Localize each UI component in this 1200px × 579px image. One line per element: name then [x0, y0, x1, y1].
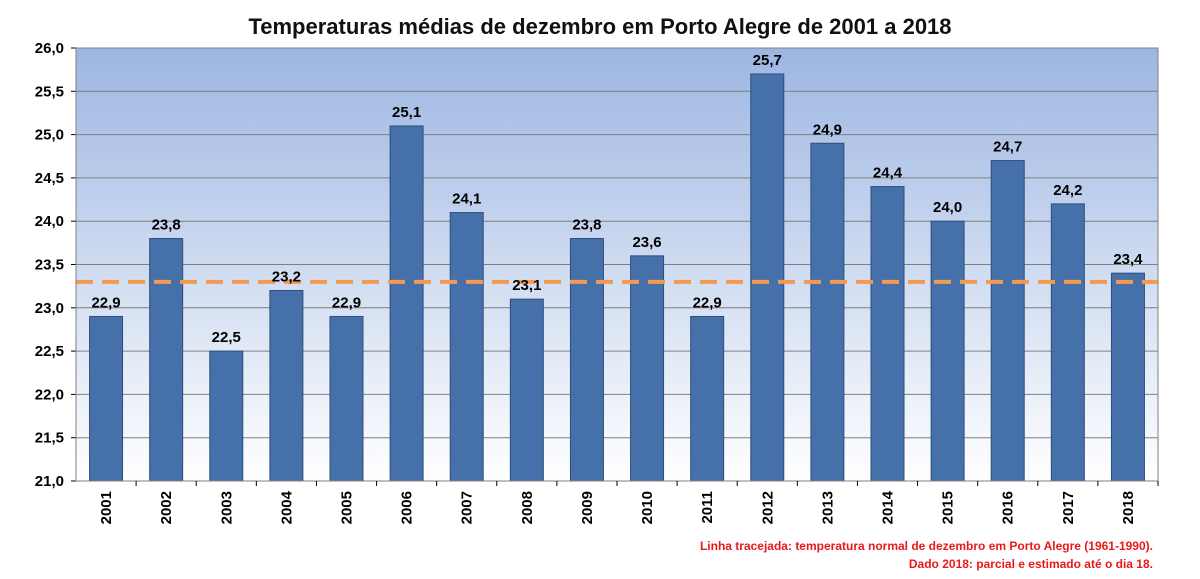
data-label: 24,7 — [993, 139, 1022, 156]
x-tick-label: 2005 — [339, 491, 356, 524]
data-label: 22,9 — [91, 294, 120, 311]
footnotes: Linha tracejada: temperatura normal de d… — [700, 539, 1153, 571]
y-tick-label: 24,5 — [35, 170, 64, 187]
x-tick-label: 2018 — [1120, 491, 1137, 524]
y-tick-label: 23,5 — [35, 257, 64, 274]
data-label: 22,5 — [212, 329, 241, 346]
x-tick-label: 2001 — [98, 491, 115, 524]
data-label: 22,9 — [693, 294, 722, 311]
data-label: 23,2 — [272, 268, 301, 285]
bar — [449, 212, 484, 482]
bar — [269, 289, 304, 482]
chart-title: Temperaturas médias de dezembro em Porto… — [248, 14, 951, 39]
x-tick-label: 2016 — [1000, 491, 1017, 524]
y-tick-label: 26,0 — [35, 40, 64, 57]
data-label: 24,4 — [873, 165, 903, 182]
y-tick-label: 21,5 — [35, 430, 64, 447]
bar — [329, 315, 364, 482]
x-tick-label: 2004 — [278, 490, 295, 524]
bars — [89, 73, 1145, 482]
bar — [509, 298, 544, 482]
data-label: 23,1 — [512, 277, 541, 294]
x-tick-label: 2012 — [759, 491, 776, 524]
x-tick-label: 2011 — [699, 491, 716, 524]
y-tick-label: 25,5 — [35, 83, 64, 100]
bar — [89, 315, 124, 482]
data-label: 25,1 — [392, 104, 421, 121]
y-tick-label: 24,0 — [35, 213, 64, 230]
x-tick-label: 2007 — [459, 491, 476, 524]
x-tick-label: 2002 — [158, 491, 175, 524]
data-label: 24,1 — [452, 191, 481, 208]
x-tick-label: 2003 — [218, 491, 235, 524]
bar — [750, 73, 785, 482]
y-tick-label: 22,5 — [35, 343, 64, 360]
bar — [149, 238, 184, 482]
x-tick-label: 2015 — [940, 491, 957, 524]
data-label: 25,7 — [753, 52, 782, 69]
data-label: 24,9 — [813, 121, 842, 138]
bar — [870, 186, 905, 482]
data-label: 24,2 — [1053, 182, 1082, 199]
bar — [690, 315, 725, 482]
bar — [990, 160, 1025, 482]
data-label: 24,0 — [933, 199, 962, 216]
x-tick-label: 2014 — [880, 490, 897, 524]
bar — [389, 125, 424, 482]
data-label: 23,4 — [1113, 251, 1143, 268]
bar — [930, 220, 965, 482]
x-tick-label: 2013 — [819, 491, 836, 524]
axes: 21,0 21,5 22,0 22,5 23,0 23,5 24,0 24,5 25,0 25,5… — [35, 40, 1159, 524]
y-tick-label: 23,0 — [35, 300, 64, 317]
x-tick-label: 2009 — [579, 491, 596, 524]
y-tick-label: 22,0 — [35, 386, 64, 403]
x-tick-label: 2008 — [519, 491, 536, 524]
footnote-2018-partial: Dado 2018: parcial e estimado até o dia … — [909, 557, 1153, 571]
bar — [1050, 203, 1085, 482]
bar — [630, 255, 665, 482]
x-tick-label: 2017 — [1060, 491, 1077, 524]
data-label: 22,9 — [332, 294, 361, 311]
data-label: 23,8 — [152, 217, 181, 234]
x-tick-label: 2006 — [399, 491, 416, 524]
bar — [1110, 272, 1145, 482]
footnote-reference-line: Linha tracejada: temperatura normal de d… — [700, 539, 1153, 553]
bar — [810, 142, 845, 482]
y-tick-label: 25,0 — [35, 127, 64, 144]
data-label: 23,8 — [572, 217, 601, 234]
bar — [569, 238, 604, 482]
data-label: 23,6 — [632, 234, 661, 251]
x-tick-label: 2010 — [639, 491, 656, 524]
data-labels: 22,9 23,8 22,5 23,2 22,9 25,1 24,1 23,1 23,8 23,6… — [91, 52, 1143, 346]
y-tick-label: 21,0 — [35, 473, 64, 490]
bar — [209, 350, 244, 482]
